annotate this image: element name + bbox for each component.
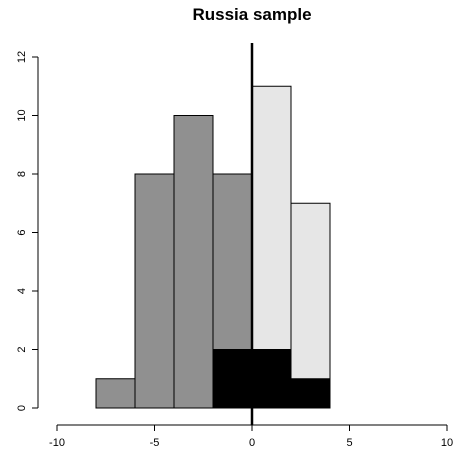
y-tick-label: 10 bbox=[16, 109, 28, 121]
x-tick-label: 10 bbox=[441, 437, 453, 449]
y-tick-label: 4 bbox=[16, 288, 28, 294]
histogram-bar-s0-b2 bbox=[173, 115, 214, 409]
y-tick-label: 6 bbox=[16, 229, 28, 235]
histogram-bar-s0-b0 bbox=[95, 378, 136, 409]
y-tick-label: 0 bbox=[16, 405, 28, 411]
y-axis: 0 2 4 6 8 10 12 bbox=[16, 51, 39, 411]
x-axis: -10 -5 0 5 10 bbox=[49, 424, 453, 449]
bars-layer bbox=[95, 85, 331, 409]
x-tick-label: 0 bbox=[249, 437, 255, 449]
histogram-bar-s2-b2 bbox=[290, 378, 331, 409]
y-tick-label: 8 bbox=[16, 171, 28, 177]
x-tick-label: -5 bbox=[150, 437, 160, 449]
y-tick-label: 2 bbox=[16, 346, 28, 352]
histogram-bar-s1-b1 bbox=[290, 202, 331, 409]
y-tick-label: 12 bbox=[16, 51, 28, 63]
x-tick-label: 5 bbox=[346, 437, 352, 449]
x-tick-label: -10 bbox=[49, 437, 65, 449]
histogram-bar-s2-b0 bbox=[212, 349, 253, 409]
histogram-bar-s0-b1 bbox=[134, 173, 175, 409]
chart-title: Russia sample bbox=[192, 5, 311, 24]
histogram-bar-s2-b1 bbox=[251, 349, 292, 409]
